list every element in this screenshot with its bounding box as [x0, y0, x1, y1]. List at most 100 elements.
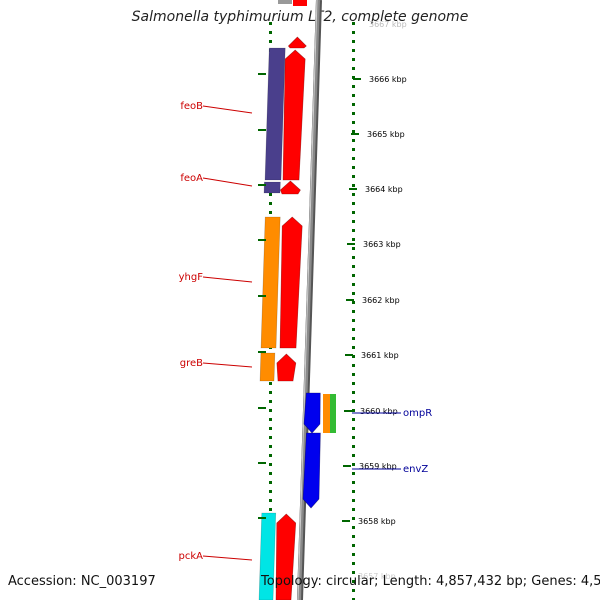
ring-dot: [352, 148, 355, 151]
backbone-line: [297, 0, 320, 600]
ring-dot: [352, 85, 355, 88]
gene-label-ompR: ompR: [403, 408, 432, 419]
scale-tick-label: 3661 kbp: [361, 351, 399, 360]
cds-arrow-greB: [276, 353, 297, 382]
ring-dot: [352, 373, 355, 376]
ring-dot: [352, 535, 355, 538]
genome-summary-text: Topology: circular; Length: 4,857,432 bp…: [261, 574, 600, 589]
ring-dot: [269, 193, 272, 196]
ring-dot: [269, 40, 272, 43]
cds-arrow-envZ: [302, 432, 321, 509]
ring-dot: [352, 40, 355, 43]
ring-dot: [352, 49, 355, 52]
map-title: Salmonella typhimurium LT2, complete gen…: [131, 9, 469, 25]
ring-dot: [352, 490, 355, 493]
scale-tick-label: 3660 kbp: [360, 407, 398, 416]
ring-dot: [269, 427, 272, 430]
gene-label-leader: [202, 105, 253, 114]
scale-ticks: 3666 kbp 3665 kbp 3664 kbp 3663 kbp 3662 kbp…: [258, 20, 407, 581]
ring-dot: [352, 436, 355, 439]
ring-dot: [352, 184, 355, 187]
ring-dot: [352, 346, 355, 349]
scale-tick-label: 3666 kbp: [369, 75, 407, 84]
cds-arrow-ompR: [303, 392, 321, 434]
ring-dot: [352, 418, 355, 421]
backbone-arc: [297, 0, 322, 600]
ring-dot: [269, 409, 272, 412]
ring-dot: [269, 382, 272, 385]
ring-dot: [352, 238, 355, 241]
ring-dot: [269, 31, 272, 34]
ring-dot: [269, 202, 272, 205]
scale-tick-label-partial: 3667 kbp: [369, 20, 407, 29]
ring-dot: [269, 391, 272, 394]
scale-tick-label: 3665 kbp: [367, 130, 405, 139]
scale-tick-label: 3663 kbp: [363, 240, 401, 249]
ring-dot: [352, 571, 355, 574]
ring-dot: [269, 472, 272, 475]
cds-arrow-yhgF: [279, 216, 303, 349]
ring-dot: [352, 301, 355, 304]
ring-dot: [352, 355, 355, 358]
ring-dot: [269, 22, 272, 25]
gene-label-feoA: feoA: [180, 173, 203, 184]
ring-dot: [352, 247, 355, 250]
ring-dot: [352, 391, 355, 394]
cog-bar-yhgF: [260, 216, 281, 349]
cds-arrow-feoA: [280, 180, 301, 195]
ring-dot: [269, 490, 272, 493]
ring-dot: [352, 589, 355, 592]
ring-dot: [352, 445, 355, 448]
ring-dot: [352, 103, 355, 106]
ring-dot: [352, 193, 355, 196]
gene-labels: feoB feoA yhgF greB pckA ompR envZ: [179, 101, 433, 562]
ring-dot: [352, 454, 355, 457]
ring-dot: [352, 130, 355, 133]
accession-text: Accession: NC_003197: [8, 574, 156, 589]
ring-dot: [352, 409, 355, 412]
cds-arrow-pckA: [275, 513, 297, 600]
ring-dot: [352, 427, 355, 430]
ring-dot: [352, 463, 355, 466]
cog-bar-ompR-orange: [323, 394, 330, 433]
ring-dot: [269, 400, 272, 403]
scale-tick-label: 3659 kbp: [359, 462, 397, 471]
ring-dot: [352, 283, 355, 286]
cog-bar-ompR-green: [330, 394, 336, 433]
ring-dot: [352, 274, 355, 277]
ring-dot: [352, 256, 355, 259]
ring-dot: [352, 499, 355, 502]
ring-dot: [352, 157, 355, 160]
backbone-highlight: [297, 0, 318, 600]
ring-dot: [352, 112, 355, 115]
ring-dot: [352, 400, 355, 403]
gene-label-feoB: feoB: [180, 101, 203, 112]
ring-dot: [352, 76, 355, 79]
scale-tick-label: 3658 kbp: [358, 517, 396, 526]
ring-dot: [352, 22, 355, 25]
cds-arrow-upstream: [287, 36, 307, 49]
ring-dot: [352, 472, 355, 475]
ring-dot: [269, 454, 272, 457]
ring-dot: [269, 499, 272, 502]
ring-dot: [352, 67, 355, 70]
gene-label-greB: greB: [180, 358, 203, 369]
scale-tick-label: 3664 kbp: [365, 185, 403, 194]
cog-bar-greB: [259, 352, 276, 382]
scale-tick-label: 3662 kbp: [362, 296, 400, 305]
ring-dot: [352, 517, 355, 520]
feature-track: [258, 0, 336, 600]
ring-dot: [352, 229, 355, 232]
gene-label-pckA: pckA: [179, 551, 204, 562]
ring-dot: [352, 310, 355, 313]
ring-dot: [269, 436, 272, 439]
ring-dot: [352, 202, 355, 205]
cds-block-top: [293, 0, 307, 6]
ring-dot: [352, 166, 355, 169]
ring-dot: [352, 526, 355, 529]
ring-dot: [352, 175, 355, 178]
cog-bar-feoA: [263, 181, 281, 194]
gene-label-leader: [202, 555, 253, 561]
ring-dot: [352, 31, 355, 34]
